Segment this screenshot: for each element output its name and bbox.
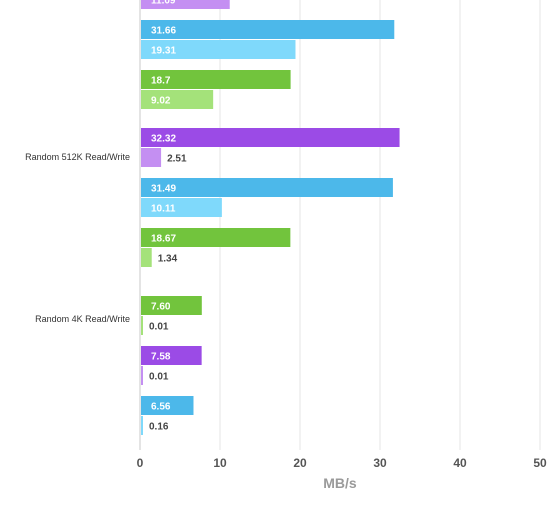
data-label: 7.60	[151, 302, 171, 313]
data-label: 0.01	[149, 372, 169, 383]
x-tick-label: 30	[373, 456, 387, 470]
data-label: 2.51	[167, 154, 187, 165]
data-label: 1.34	[158, 254, 178, 265]
data-label: 18.67	[151, 234, 176, 245]
data-label: 18.7	[151, 76, 171, 87]
bar-write	[141, 316, 143, 335]
data-label: 31.49	[151, 184, 176, 195]
x-tick-label: 40	[453, 456, 467, 470]
x-tick-label: 0	[137, 456, 144, 470]
bar-write	[141, 366, 143, 385]
bar-read	[141, 128, 400, 147]
bar-read	[141, 346, 202, 365]
x-tick-label: 20	[293, 456, 307, 470]
data-label: 11.09	[151, 0, 176, 7]
bar-write	[141, 248, 152, 267]
bar-write	[141, 0, 230, 9]
bar-write	[141, 40, 296, 59]
x-tick-label: 10	[213, 456, 227, 470]
category-label: Random 4K Read/Write	[35, 314, 130, 324]
data-label: 7.58	[151, 352, 171, 363]
data-label: 31.66	[151, 26, 176, 37]
data-label: 32.32	[151, 134, 176, 145]
bar-read	[141, 396, 194, 415]
data-label: 9.02	[151, 96, 171, 107]
bar-write	[141, 148, 162, 167]
data-label: 10.11	[151, 204, 176, 215]
gridlines	[139, 0, 541, 450]
category-label: Random 512K Read/Write	[25, 152, 130, 162]
bar-read	[141, 70, 291, 89]
bar-write	[141, 198, 222, 217]
bar-read	[141, 296, 202, 315]
bar-read	[141, 228, 291, 247]
data-label: 6.56	[151, 402, 171, 413]
bar-read	[141, 178, 393, 197]
bar-write	[141, 90, 214, 109]
bar-write	[141, 416, 143, 435]
data-label: 0.16	[149, 422, 169, 433]
bar-read	[141, 20, 395, 39]
x-tick-labels: 0 10 20 30 40 50	[137, 456, 547, 470]
data-label: 0.01	[149, 322, 169, 333]
x-tick-label: 50	[533, 456, 547, 470]
x-axis-label: MB/s	[323, 475, 357, 491]
bars: 11.09 31.66 19.31 18.7 9.02 32.32 2.51 31.49 10.…	[141, 0, 400, 435]
data-label: 19.31	[151, 46, 176, 57]
